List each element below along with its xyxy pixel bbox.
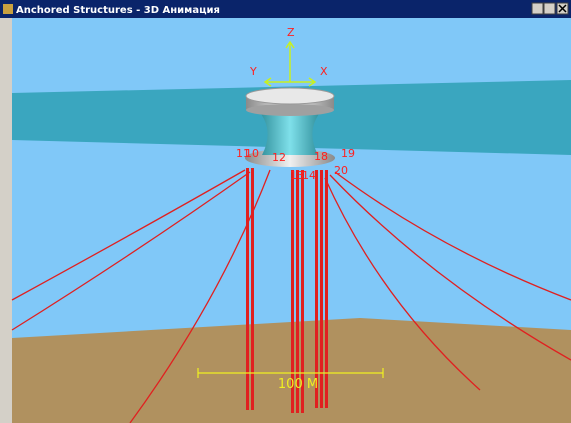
axis-label: Y (249, 65, 257, 78)
node-label: 12 (272, 151, 286, 164)
axis-label: X (320, 65, 328, 78)
platform (245, 87, 335, 167)
node-label: 13 (290, 169, 304, 182)
axes-gizmo (263, 40, 317, 87)
title-bar (0, 0, 571, 18)
maximize-button[interactable] (543, 2, 556, 15)
node-label: 10 (245, 147, 259, 160)
node-label: 11 (236, 147, 250, 160)
viewport: Z Y X 11 10 12 18 19 13 14 20 100 M (11, 18, 571, 423)
window-buttons[interactable] (531, 2, 569, 15)
node-label: 14 (302, 169, 316, 182)
scale-bar (197, 368, 384, 378)
axis-label: Z (287, 26, 295, 39)
node-label: 20 (334, 164, 348, 177)
node-label: 19 (341, 147, 355, 160)
mooring-lines (11, 169, 571, 423)
minimize-button[interactable] (531, 2, 544, 15)
window-title: Anchored Structures - 3D Анимация (16, 5, 220, 16)
node-label: 18 (314, 150, 328, 163)
tethers (246, 168, 328, 413)
scale-label: 100 M (278, 377, 318, 392)
app-icon (3, 4, 13, 14)
